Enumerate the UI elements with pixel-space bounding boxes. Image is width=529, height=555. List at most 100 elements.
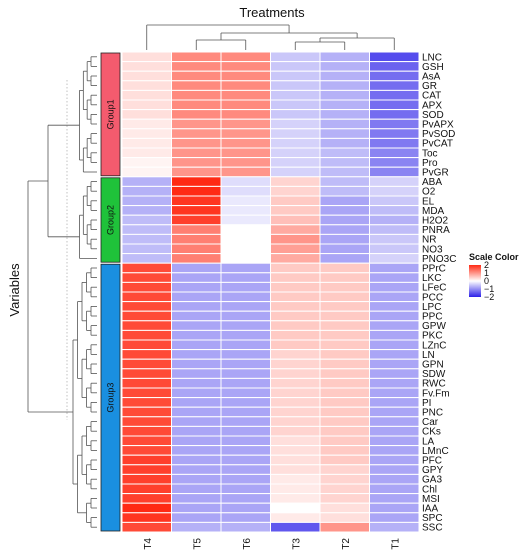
- heatmap-cell: [369, 166, 420, 178]
- row-label: MSI: [422, 494, 440, 505]
- heatmap-cell: [121, 128, 172, 139]
- heatmap-cell: [319, 416, 370, 427]
- heatmap-cell: [270, 368, 321, 379]
- heatmap-cell: [171, 70, 222, 82]
- row-label: IAA: [422, 504, 438, 515]
- heatmap-cell: [319, 425, 370, 437]
- row-label: SDW: [422, 369, 446, 380]
- heatmap-cell: [121, 291, 172, 303]
- heatmap-cell: [171, 51, 222, 63]
- heatmap-cells: [121, 51, 420, 533]
- heatmap-cell: [369, 358, 420, 370]
- heatmap-cell: [171, 61, 222, 72]
- heatmap-cell: [220, 483, 271, 495]
- row-label: CAT: [422, 91, 441, 102]
- heatmap-cell: [121, 521, 172, 533]
- heatmap-cell: [270, 166, 321, 178]
- heatmap-cell: [369, 176, 420, 187]
- heatmap-cell: [121, 406, 172, 418]
- row-label: GA3: [422, 475, 442, 486]
- heatmap-cell: [319, 339, 370, 351]
- heatmap-cell: [369, 473, 420, 485]
- heatmap-cell: [369, 464, 420, 475]
- heatmap-cell: [121, 310, 172, 322]
- row-label: NO3: [422, 244, 443, 255]
- heatmap-cell: [270, 118, 321, 130]
- heatmap-cell: [270, 109, 321, 120]
- heatmap-cell: [171, 425, 222, 437]
- heatmap-cell: [270, 176, 321, 187]
- row-label: LKC: [422, 273, 441, 284]
- heatmap-cell: [270, 301, 321, 312]
- group-bar: [100, 263, 121, 532]
- heatmap-cell: [369, 454, 420, 466]
- heatmap-cell: [121, 435, 172, 447]
- heatmap-cell: [319, 301, 370, 312]
- heatmap-cell: [270, 70, 321, 82]
- heatmap-cell: [171, 521, 222, 533]
- heatmap-cell: [319, 205, 370, 216]
- heatmap-cell: [220, 445, 271, 456]
- heatmap-cell: [220, 291, 271, 303]
- heatmap-cell: [270, 358, 321, 370]
- row-label: Toc: [422, 148, 438, 159]
- heatmap-cell: [270, 214, 321, 226]
- heatmap-cell: [121, 416, 172, 427]
- heatmap-cell: [121, 262, 172, 274]
- row-label: PPC: [422, 312, 443, 323]
- heatmap-cell: [220, 310, 271, 322]
- row-label: Fv.Fm: [422, 388, 450, 399]
- heatmap-cell: [369, 397, 420, 408]
- heatmap-cell: [369, 301, 420, 312]
- heatmap-cell: [369, 377, 420, 389]
- heatmap-cell: [220, 320, 271, 331]
- heatmap-cell: [171, 301, 222, 312]
- heatmap-cell: [171, 339, 222, 351]
- heatmap-cell: [220, 301, 271, 312]
- heatmap-cell: [121, 147, 172, 159]
- heatmap-cell: [121, 301, 172, 312]
- heatmap-cell: [270, 445, 321, 456]
- heatmap-cell: [171, 233, 222, 245]
- heatmap-cell: [121, 464, 172, 475]
- heatmap-cell: [319, 368, 370, 379]
- heatmap-cell: [121, 233, 172, 245]
- heatmap-cell: [369, 147, 420, 159]
- heatmap-cell: [220, 80, 271, 91]
- heatmap-cell: [171, 493, 222, 504]
- heatmap-cell: [121, 454, 172, 466]
- row-label: GSH: [422, 62, 444, 73]
- heatmap-cell: [121, 425, 172, 437]
- heatmap-cell: [369, 185, 420, 197]
- heatmap-cell: [319, 310, 370, 322]
- heatmap-cell: [171, 205, 222, 216]
- heatmap-cell: [270, 349, 321, 360]
- heatmap-cell: [270, 425, 321, 437]
- heatmap-cell: [220, 454, 271, 466]
- heatmap-cell: [220, 118, 271, 130]
- column-label: T5: [192, 538, 203, 550]
- heatmap-cell: [171, 214, 222, 226]
- heatmap-cell: [171, 185, 222, 197]
- heatmap-cell: [270, 416, 321, 427]
- heatmap-cell: [121, 214, 172, 226]
- row-labels: LNCGSHAsAGRCATAPXSODPvAPXPvSODPvCATTocPr…: [422, 52, 456, 533]
- row-label: SSC: [422, 523, 443, 534]
- heatmap-cell: [369, 157, 420, 168]
- heatmap-cell: [220, 176, 271, 187]
- heatmap-cell: [369, 521, 420, 533]
- heatmap-cell: [121, 176, 172, 187]
- heatmap-cell: [121, 80, 172, 91]
- heatmap-cell: [171, 406, 222, 418]
- heatmap-cell: [270, 272, 321, 283]
- heatmap-cell: [220, 166, 271, 178]
- heatmap-cell: [171, 368, 222, 379]
- row-label: GPN: [422, 360, 444, 371]
- heatmap-cell: [121, 473, 172, 485]
- heatmap-cell: [171, 80, 222, 91]
- heatmap-cell: [369, 493, 420, 504]
- heatmap-cell: [270, 521, 321, 533]
- heatmap-cell: [220, 377, 271, 389]
- heatmap-cell: [220, 157, 271, 168]
